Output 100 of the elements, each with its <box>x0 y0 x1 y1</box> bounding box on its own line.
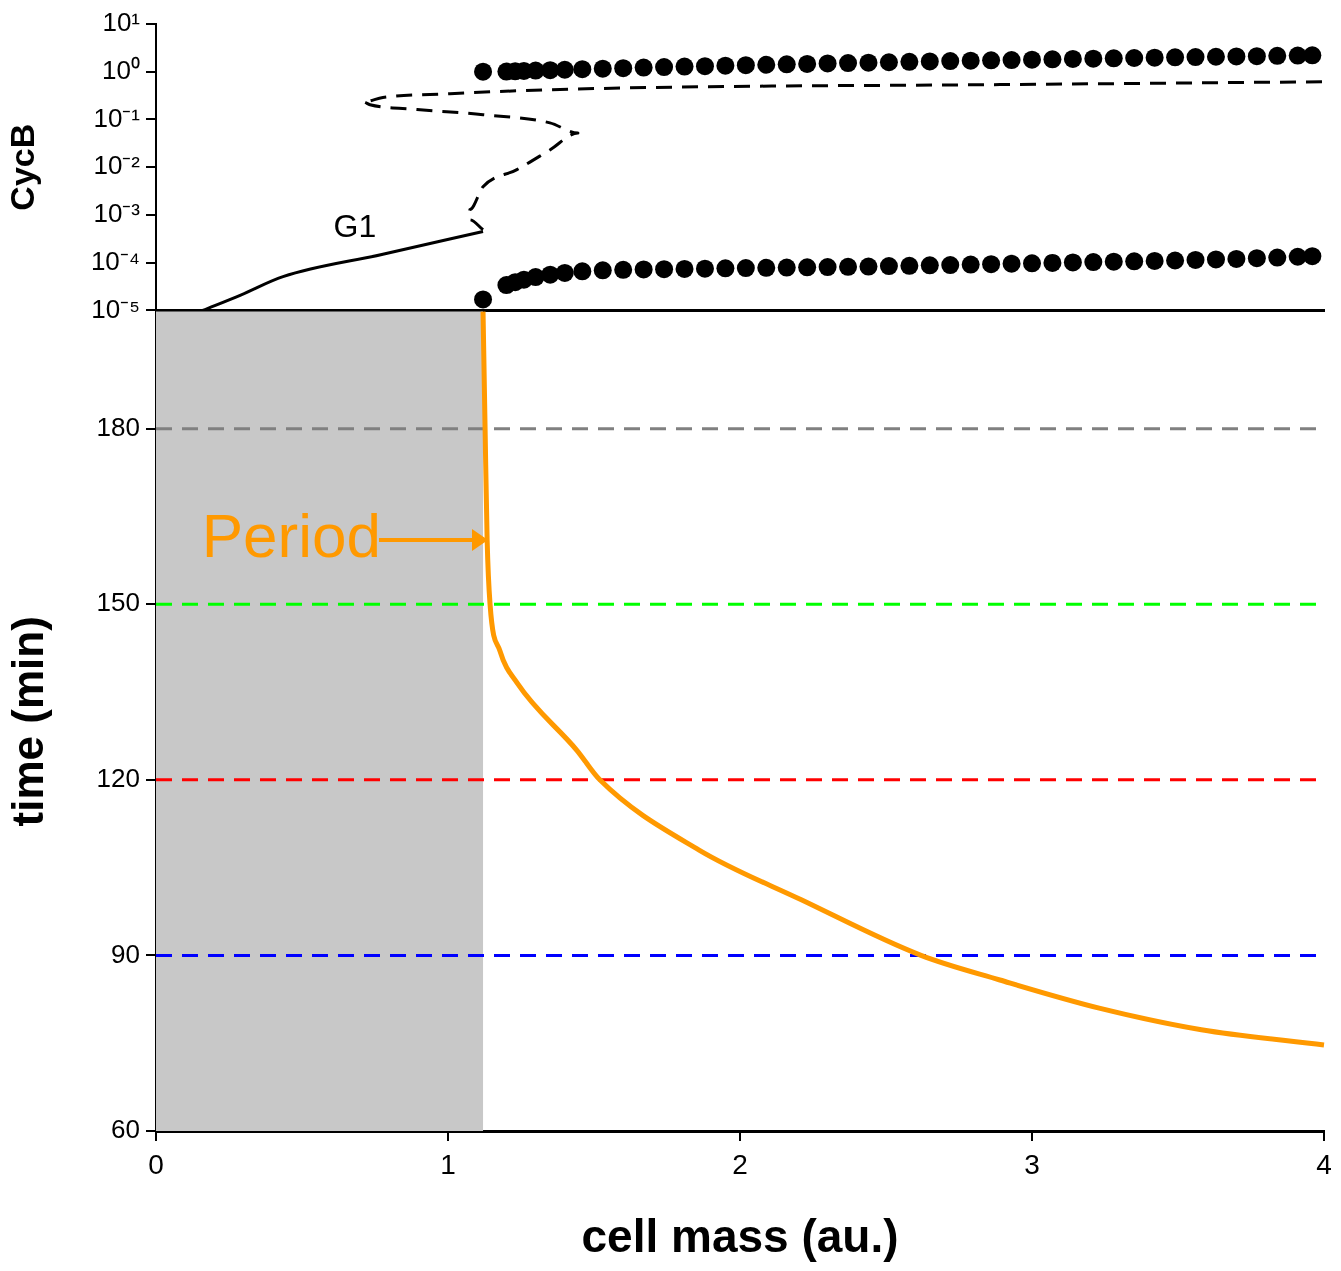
point <box>1166 251 1185 270</box>
y-tick-label: 10⁻³ <box>93 198 141 229</box>
point <box>1186 250 1205 269</box>
x-tick-label: 0 <box>148 1148 164 1180</box>
y-tick-label: 10⁻⁵ <box>91 293 140 324</box>
y-tick-label: 60 <box>111 1114 140 1145</box>
y-tick-label: 120 <box>96 763 140 793</box>
y-axis-title: time (min) <box>2 616 52 827</box>
x-tick-label: 1 <box>440 1148 456 1180</box>
point <box>695 57 714 76</box>
point <box>1043 253 1062 272</box>
point <box>1247 47 1266 66</box>
point <box>879 257 898 276</box>
point <box>736 56 755 75</box>
y-tick-label: 180 <box>96 411 140 442</box>
x-axis-title: cell mass (au.) <box>581 1210 899 1263</box>
point <box>593 59 612 78</box>
point <box>1268 46 1287 65</box>
point <box>757 55 776 74</box>
point <box>920 52 939 71</box>
point <box>1206 250 1225 269</box>
point <box>920 256 939 275</box>
y-tick-label: 10¹ <box>102 7 141 38</box>
point <box>1227 249 1246 268</box>
point <box>655 260 674 279</box>
point <box>1125 252 1144 271</box>
point <box>859 53 878 72</box>
series-label: G1 <box>333 208 377 245</box>
point <box>1043 50 1062 69</box>
point <box>573 60 592 79</box>
point <box>1084 253 1103 272</box>
y-tick-label: 10⁻² <box>93 150 141 181</box>
point <box>1125 49 1144 67</box>
point <box>655 58 674 77</box>
point <box>900 52 919 71</box>
point <box>1166 48 1185 67</box>
point <box>1063 49 1082 68</box>
point <box>1063 253 1082 272</box>
point <box>716 56 735 75</box>
point <box>474 62 493 81</box>
point <box>1023 254 1041 273</box>
point <box>555 60 574 79</box>
point <box>839 257 858 276</box>
x-tick-label: 3 <box>1024 1148 1040 1180</box>
y-tick-label: 10⁰ <box>102 54 140 85</box>
point <box>1303 247 1322 266</box>
point <box>982 255 1001 274</box>
point <box>614 260 633 279</box>
y-axis-title: CycB <box>2 123 41 211</box>
point <box>798 54 817 73</box>
point <box>1268 248 1287 267</box>
point <box>961 51 980 70</box>
point <box>818 258 837 277</box>
point <box>1145 251 1164 270</box>
point <box>716 259 735 278</box>
point <box>1104 252 1123 271</box>
point <box>941 52 960 71</box>
point <box>798 258 817 277</box>
point <box>1186 48 1205 67</box>
y-tick-label: 10⁻⁴ <box>90 245 140 276</box>
point <box>818 54 837 73</box>
point <box>1104 49 1123 68</box>
point <box>675 259 694 278</box>
y-tick-label: 90 <box>111 938 140 969</box>
point <box>941 256 960 275</box>
point <box>573 262 592 281</box>
point <box>541 265 560 284</box>
point <box>777 258 796 277</box>
point <box>1145 48 1164 67</box>
point <box>634 260 653 279</box>
point <box>736 259 755 278</box>
point <box>555 263 574 282</box>
point <box>1002 254 1021 273</box>
point <box>961 255 980 274</box>
point <box>614 59 633 78</box>
point <box>634 58 653 77</box>
point <box>982 51 1001 70</box>
point <box>541 61 560 80</box>
point <box>859 257 878 276</box>
point <box>593 261 612 280</box>
point <box>1084 49 1103 68</box>
x-tick-label: 4 <box>1316 1148 1332 1180</box>
point <box>900 256 919 275</box>
point <box>879 53 898 72</box>
point <box>1303 46 1322 65</box>
point <box>695 259 714 278</box>
y-tick-label: 150 <box>96 587 140 618</box>
point <box>777 55 796 74</box>
point <box>839 54 858 73</box>
x-tick-label: 2 <box>732 1148 748 1180</box>
point <box>757 258 776 277</box>
point <box>1023 50 1041 69</box>
point <box>1206 47 1225 66</box>
point <box>1247 249 1266 268</box>
point <box>1227 47 1246 66</box>
point <box>1002 51 1021 70</box>
y-tick-label: 10⁻¹ <box>93 102 141 133</box>
annotation: Period <box>201 500 381 570</box>
point <box>675 57 694 76</box>
point <box>474 290 493 309</box>
